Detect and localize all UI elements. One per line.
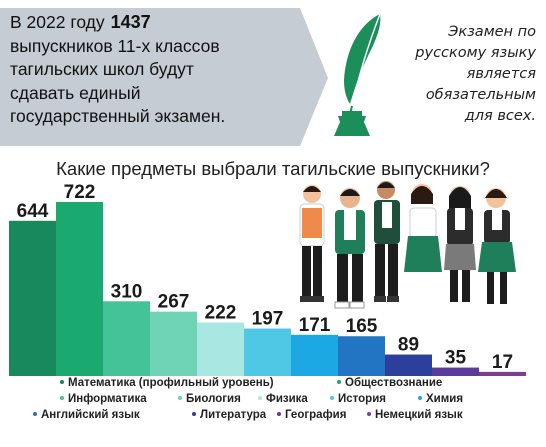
legend-label: Физика <box>266 393 308 405</box>
bar-10 <box>479 371 526 376</box>
bar-value-label: 722 <box>64 182 96 203</box>
bar-value-label: 310 <box>111 281 143 302</box>
legend-item: Биология <box>178 393 241 405</box>
bar-value-label: 171 <box>299 315 331 336</box>
note-text: Экзамен по русскому языку является обяза… <box>384 22 536 127</box>
student-figure <box>478 188 516 304</box>
legend-marker <box>60 395 64 400</box>
bar-2 <box>103 301 150 376</box>
bar-8 <box>385 354 432 376</box>
legend-item: География <box>277 409 346 421</box>
bar-7 <box>338 336 385 376</box>
bar-value-label: 197 <box>252 309 284 330</box>
student-figure <box>374 181 400 302</box>
bar-value-label: 165 <box>346 316 378 337</box>
legend-item: Химия <box>418 393 463 405</box>
legend-item: Литература <box>192 409 266 421</box>
bar-0 <box>9 220 56 376</box>
bar-9 <box>432 367 479 376</box>
student-figure <box>334 188 365 309</box>
graduates-count: 1437 <box>110 12 151 32</box>
bar-1 <box>56 202 103 376</box>
intro-line-3: тагильских школ будут <box>10 59 194 79</box>
legend-label: Информатика <box>68 393 147 405</box>
legend-marker <box>192 411 196 416</box>
bar-value-label: 267 <box>158 292 190 313</box>
legend-item: Немецкий язык <box>367 409 463 421</box>
bar-5 <box>244 328 291 376</box>
legend-marker <box>60 379 64 384</box>
intro-banner: В 2022 году 1437 выпускников 11-х классов… <box>0 0 330 150</box>
legend-marker <box>258 395 262 400</box>
legend-item: Математика (профильный уровень) <box>60 377 274 389</box>
legend-label: Литература <box>200 409 267 421</box>
bar-value-label: 35 <box>445 348 467 369</box>
legend-item: Обществознание <box>337 377 442 389</box>
bar-6 <box>291 334 338 376</box>
legend-label: Немецкий язык <box>375 409 463 421</box>
banner-shape <box>0 8 328 146</box>
legend-label: Английский язык <box>41 409 140 421</box>
legend-marker <box>277 411 281 416</box>
legend-marker <box>337 379 341 384</box>
legend-item: Информатика <box>60 393 147 405</box>
bar-value-label: 89 <box>398 335 419 356</box>
note-line: для всех. <box>464 108 536 124</box>
intro-line-1: В 2022 году <box>10 12 105 32</box>
legend-item: Физика <box>258 393 308 405</box>
intro-line-5: государственный экзамен. <box>10 106 226 126</box>
intro-line-2: выпускников 11-х классов <box>10 35 220 56</box>
legend-label: Математика (профильный уровень) <box>68 377 274 389</box>
bar-value-label: 222 <box>205 302 237 323</box>
legend-marker <box>330 395 334 400</box>
bar-chart: 644 722 310 267 222 197 171 165 89 35 17 <box>9 182 526 376</box>
bar-3 <box>150 311 197 376</box>
legend-label: Химия <box>426 393 464 405</box>
legend-marker <box>33 411 37 416</box>
legend-label: География <box>285 409 347 421</box>
legend-label: История <box>338 393 386 405</box>
legend-item: Английский язык <box>33 409 140 421</box>
student-figure <box>299 185 325 302</box>
legend-marker <box>178 395 182 400</box>
student-figure <box>444 186 476 302</box>
legend-marker <box>418 395 422 400</box>
chart-title: Какие предметы выбрали тагильские выпуск… <box>56 158 490 179</box>
legend-label: Биология <box>186 393 241 405</box>
intro-text: В 2022 году 1437 выпускников 11-х классов… <box>10 11 302 129</box>
quill-icon <box>334 13 381 136</box>
intro-line-4: сдавать единый <box>10 82 141 103</box>
legend-item: История <box>330 393 386 405</box>
note-line: является <box>466 66 536 82</box>
students-illustration <box>299 181 516 309</box>
note-line: Экзамен по <box>448 24 536 40</box>
bar-value-label: 644 <box>17 201 49 222</box>
bar-4 <box>197 322 244 376</box>
note-line: обязательным <box>425 87 536 103</box>
legend-label: Обществознание <box>345 377 443 389</box>
bar-value-label: 17 <box>492 352 513 373</box>
student-figure <box>404 184 442 302</box>
note-line: русскому языку <box>415 45 536 61</box>
legend-marker <box>367 411 371 416</box>
